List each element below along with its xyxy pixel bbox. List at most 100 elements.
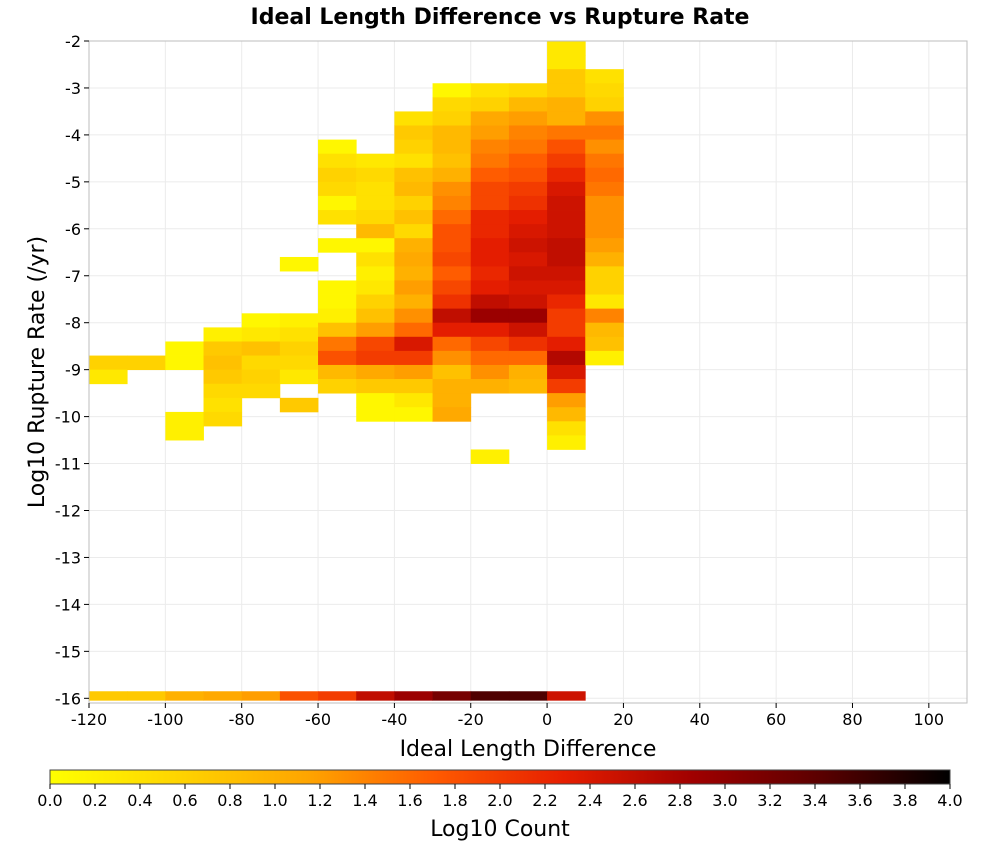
heatmap-cell: [89, 369, 128, 385]
heatmap-cell: [508, 691, 548, 701]
heatmap-cell: [547, 379, 586, 394]
y-tick-label: -11: [55, 455, 81, 474]
heatmap-cell: [547, 350, 586, 366]
heatmap-cell: [203, 383, 243, 399]
heatmap-cell: [127, 355, 166, 371]
heatmap-cell: [318, 294, 357, 310]
heatmap-cell: [127, 691, 166, 701]
heatmap-cell: [585, 210, 624, 225]
y-tick-label: -13: [55, 548, 81, 567]
heatmap-cell: [203, 369, 243, 385]
heatmap-cell: [508, 238, 548, 253]
heatmap-cell: [508, 224, 548, 239]
y-tick-label: -6: [65, 220, 81, 239]
heatmap-cell: [547, 294, 586, 310]
heatmap-cell: [165, 691, 204, 701]
heatmap-cell: [394, 322, 433, 338]
heatmap-cell: [432, 153, 472, 169]
heatmap-cell: [547, 69, 586, 84]
heatmap-cell: [547, 421, 586, 436]
y-tick-label: -12: [55, 502, 81, 521]
colorbar-tick-label: 2.6: [622, 791, 647, 810]
heatmap-cell: [547, 364, 586, 380]
x-tick-label: -40: [381, 710, 407, 729]
colorbar-tick-label: 2.8: [667, 791, 692, 810]
colorbar-tick-label: 2.0: [487, 791, 512, 810]
heatmap-cell: [432, 125, 472, 140]
heatmap-cell: [585, 266, 624, 281]
heatmap-cell: [585, 97, 624, 112]
heatmap-cell: [356, 691, 395, 701]
heatmap-cell: [356, 266, 395, 281]
heatmap-cell: [203, 397, 243, 413]
heatmap-cell: [585, 294, 624, 310]
heatmap-cell: [470, 224, 510, 239]
heatmap-cell: [508, 125, 548, 140]
heatmap-cell: [279, 313, 319, 328]
heatmap-cell: [356, 252, 395, 267]
heatmap-cell: [356, 224, 395, 239]
heatmap-cell: [432, 181, 472, 197]
colorbar-tick-label: 0.0: [37, 791, 62, 810]
heatmap-cell: [432, 139, 472, 155]
x-tick-label: -120: [71, 710, 107, 729]
heatmap-cell: [279, 369, 319, 385]
heatmap-cell: [432, 379, 472, 394]
heatmap-cell: [547, 336, 586, 352]
y-axis-ticks: -2 -3 -4 -5 -6 -7 -8 -9 -10 -11 -12 -13 -14 -15 -16: [55, 32, 89, 708]
colorbar-label: Log10 Count: [430, 817, 570, 842]
heatmap-cell: [203, 411, 243, 427]
heatmap-cell: [165, 425, 204, 441]
heatmap-cell: [318, 139, 357, 155]
heatmap-cell: [508, 322, 548, 338]
heatmap-cell: [394, 266, 433, 281]
heatmap-cell: [165, 341, 204, 356]
heatmap-cell: [508, 266, 548, 281]
heatmap-cell: [470, 322, 510, 338]
heatmap-cell: [432, 364, 472, 380]
heatmap-cell: [508, 139, 548, 155]
heatmap-cell: [356, 294, 395, 310]
heatmap-cell: [585, 350, 624, 366]
heatmap-cell: [241, 327, 281, 342]
heatmap-cell: [394, 393, 433, 408]
heatmap-cell: [585, 308, 624, 324]
heatmap-cell: [432, 266, 472, 281]
heatmap-cell: [165, 411, 204, 427]
heatmap-cell: [394, 407, 433, 422]
x-tick-label: -60: [305, 710, 331, 729]
heatmap-cell: [432, 210, 472, 225]
colorbar-tick-label: 0.8: [217, 791, 242, 810]
heatmap-cell: [508, 195, 548, 211]
colorbar: [49, 769, 951, 785]
y-tick-label: -16: [55, 689, 81, 708]
x-tick-label: 40: [690, 710, 710, 729]
x-tick-label: 100: [914, 710, 945, 729]
heatmap-cell: [165, 355, 204, 371]
y-tick-label: -14: [55, 595, 81, 614]
colorbar-tick-label: 1.2: [307, 791, 332, 810]
heatmap-cell: [394, 181, 433, 197]
heatmap-cell: [318, 691, 357, 701]
heatmap-cell: [356, 195, 395, 211]
heatmap-cell: [547, 195, 586, 211]
heatmap-cell: [356, 322, 395, 338]
heatmap-cell: [508, 97, 548, 112]
heatmap-cell: [432, 336, 472, 352]
heatmap-cell: [394, 294, 433, 310]
heatmap-cell: [318, 336, 357, 352]
heatmap-cell: [470, 336, 510, 352]
heatmap-cell: [585, 252, 624, 267]
heatmap-cell: [241, 369, 281, 385]
heatmap-cell: [585, 139, 624, 155]
heatmap-cell: [394, 350, 433, 366]
heatmap-cell: [279, 256, 319, 272]
y-tick-label: -9: [65, 361, 81, 380]
heatmap-cell: [508, 181, 548, 197]
heatmap-cell: [547, 435, 586, 450]
heatmap-cell: [547, 308, 586, 324]
heatmap-cell: [356, 336, 395, 352]
y-tick-label: -3: [65, 79, 81, 98]
heatmap-cell: [356, 210, 395, 225]
x-tick-label: 60: [766, 710, 786, 729]
